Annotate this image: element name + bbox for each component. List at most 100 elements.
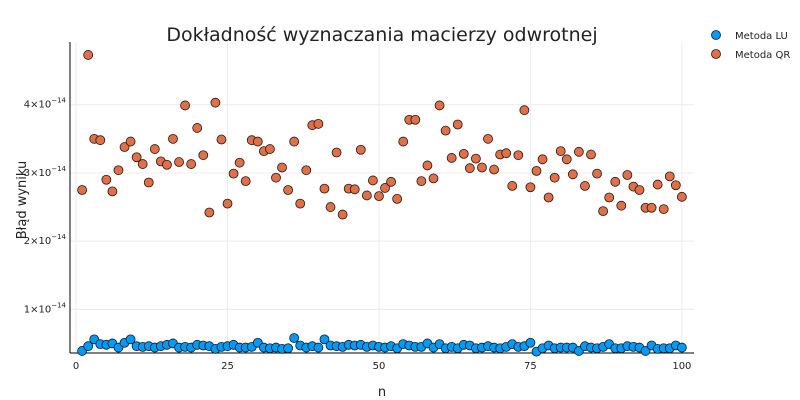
qr-point (271, 172, 281, 183)
qr-point (446, 153, 457, 163)
qr-point (586, 149, 596, 160)
y-tick-label: 3×10−14 (24, 165, 67, 179)
qr-point (646, 202, 657, 213)
qr-point (83, 50, 94, 60)
qr-point (162, 159, 172, 170)
legend-label-qr: Metoda QR (735, 50, 790, 61)
qr-point (634, 185, 645, 195)
qr-point (337, 209, 348, 220)
qr-point (410, 114, 421, 125)
x-tick-label: 25 (221, 361, 234, 372)
qr-point (368, 175, 378, 186)
qr-point (422, 160, 433, 171)
qr-point (616, 200, 627, 211)
x-tick-label: 0 (73, 361, 79, 372)
legend-label-lu: Metoda LU (735, 31, 788, 42)
qr-point (622, 170, 633, 180)
qr-point (592, 168, 602, 179)
qr-point (168, 133, 178, 144)
qr-point (301, 165, 312, 176)
y-tick-labels: 1×10−14 2×10−14 3×10−14 4×10−14 (24, 97, 67, 316)
qr-point (319, 183, 330, 194)
qr-point (525, 182, 536, 193)
qr-point (531, 166, 542, 176)
qr-point (265, 144, 275, 154)
qr-point (507, 181, 518, 191)
qr-point (434, 100, 445, 111)
qr-point (477, 162, 487, 173)
qr-point (471, 153, 481, 164)
qr-point (198, 150, 209, 161)
qr-point (652, 179, 663, 190)
qr-point (174, 157, 184, 167)
y-tick-label: 1×10−14 (24, 301, 67, 315)
lu-point (676, 342, 687, 353)
x-tick-labels: 0 25 50 75 100 (73, 361, 692, 372)
qr-point (228, 168, 239, 179)
lu-point (289, 333, 300, 343)
y-tick-label: 4×10−14 (24, 97, 67, 111)
qr-point (658, 204, 669, 214)
qr-point (192, 123, 203, 133)
lu-point (319, 334, 330, 345)
qr-point (349, 184, 360, 195)
qr-point (355, 144, 366, 155)
qr-point (361, 190, 372, 201)
qr-point (289, 136, 300, 147)
x-tick-label: 75 (524, 361, 537, 372)
qr-point (452, 119, 463, 130)
qr-point (501, 148, 512, 159)
qr-point (580, 181, 590, 191)
qr-point (555, 146, 566, 157)
qr-point (513, 150, 524, 161)
qr-point (610, 176, 621, 187)
qr-point (428, 173, 439, 184)
lu-point (525, 337, 536, 348)
qr-point (398, 136, 409, 147)
qr-point (77, 185, 88, 195)
qr-point (149, 144, 160, 154)
qr-point (573, 146, 584, 157)
qr-point (101, 174, 112, 185)
qr-point (464, 163, 475, 174)
qr-point (386, 176, 396, 187)
qr-point (113, 165, 124, 176)
qr-point (325, 202, 336, 212)
qr-point (416, 176, 427, 187)
x-tick-label: 100 (672, 361, 691, 372)
qr-point (392, 193, 403, 204)
series-qr (77, 50, 687, 220)
qr-point (489, 164, 499, 175)
chart-title: Dokładność wyznaczania macierzy odwrotne… (166, 24, 597, 46)
qr-point (604, 192, 615, 203)
qr-point (119, 142, 130, 152)
qr-point (204, 207, 215, 218)
qr-point (137, 159, 148, 169)
qr-point (543, 192, 554, 203)
qr-point (180, 100, 191, 111)
qr-point (131, 152, 142, 163)
qr-point (125, 136, 136, 147)
qr-point (380, 183, 390, 193)
qr-point (440, 125, 451, 136)
data-points (77, 50, 687, 357)
x-axis-label: n (378, 385, 386, 400)
qr-point (95, 135, 106, 146)
qr-point (240, 176, 251, 187)
lu-point (125, 334, 136, 345)
qr-point (519, 105, 530, 116)
qr-point (277, 162, 287, 173)
qr-point (676, 191, 687, 202)
y-tick-label: 2×10−14 (24, 233, 67, 247)
legend-marker-lu (711, 30, 721, 40)
qr-point (313, 118, 324, 129)
legend-marker-qr (711, 49, 721, 59)
qr-point (483, 133, 493, 144)
qr-point (561, 154, 572, 165)
y-axis-label: Błąd wyniku (15, 161, 30, 240)
series-lu (77, 333, 687, 357)
x-tick-label: 50 (373, 361, 386, 372)
qr-point (664, 171, 675, 182)
qr-point (295, 198, 306, 209)
